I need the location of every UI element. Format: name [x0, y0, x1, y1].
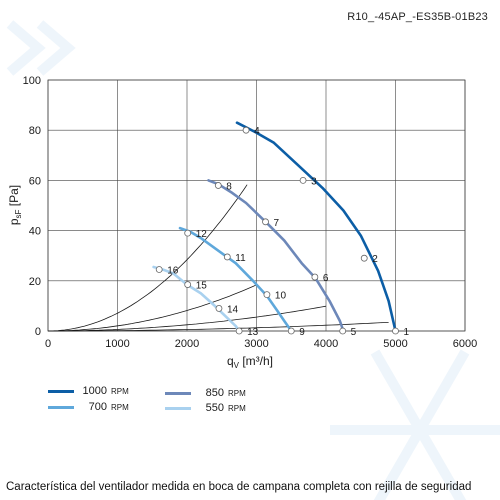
operating-point-marker — [242, 126, 250, 134]
series-line-850-rpm — [207, 179, 345, 333]
operating-point-marker — [214, 182, 222, 189]
legend-value: 550 — [205, 402, 224, 414]
y-tick-label: 40 — [29, 226, 41, 238]
x-tick-label: 2000 — [175, 338, 199, 350]
axis-ticks: 0 1000 2000 3000 4000 5000 6000 0 20 40 60 80 100 — [23, 75, 478, 350]
operating-point-label: 16 — [167, 266, 179, 277]
legend-value: 1000 — [82, 385, 107, 397]
operating-point-marker — [235, 327, 243, 335]
operating-point-marker — [360, 254, 368, 262]
operating-point-label: 1 — [404, 327, 410, 338]
x-tick-label: 4000 — [314, 338, 338, 350]
chart-grid — [47, 79, 466, 332]
decor-snowflake-arm — [370, 349, 425, 433]
fan-curves — [152, 121, 397, 333]
x-tick-label: 1000 — [105, 338, 129, 350]
series-line-1000-rpm — [235, 121, 397, 333]
system-curve — [48, 284, 258, 332]
legend-unit: RPM — [228, 389, 246, 398]
operating-point-label: 2 — [372, 254, 378, 265]
x-tick-label: 0 — [45, 338, 51, 350]
operating-point-marker — [299, 176, 307, 184]
legend-swatch — [48, 406, 74, 409]
y-tick-label: 0 — [35, 326, 41, 338]
operating-point-marker — [311, 273, 319, 281]
legend-value: 700 — [88, 401, 107, 413]
operating-point-marker — [263, 291, 271, 299]
x-axis-label: qV [m³/h] — [227, 354, 273, 370]
series-line-550-rpm — [152, 265, 241, 333]
operating-point-marker — [184, 281, 192, 288]
operating-point-marker — [339, 327, 347, 335]
operating-point-label: 9 — [299, 327, 305, 338]
x-tick-label: 6000 — [453, 338, 477, 350]
decor-chevron — [6, 20, 46, 76]
legend-unit: RPM — [228, 404, 246, 413]
operating-point-marker — [262, 218, 269, 226]
operating-point-marker — [155, 266, 163, 273]
y-tick-label: 20 — [29, 276, 41, 288]
background-decoration — [6, 20, 500, 500]
operating-point-label: 10 — [275, 291, 287, 302]
operating-point-label: 12 — [196, 229, 208, 240]
decor-snowflake-arm — [415, 349, 470, 433]
operating-point-marker — [215, 305, 223, 312]
series-line-700-rpm — [178, 226, 293, 333]
x-tick-label: 3000 — [244, 338, 268, 350]
operating-point-label: 3 — [311, 176, 317, 187]
legend-value: 850 — [205, 387, 224, 399]
x-tick-label: 5000 — [383, 338, 407, 350]
y-tick-label: 80 — [29, 125, 41, 137]
legend-swatch — [48, 390, 74, 393]
operating-point-marker — [287, 327, 295, 335]
operating-point-label: 11 — [235, 253, 246, 264]
operating-point-label: 8 — [226, 181, 232, 192]
operating-point-marker — [223, 253, 231, 261]
y-tick-label: 100 — [23, 75, 41, 87]
decor-chevron — [36, 20, 76, 76]
system-curve — [48, 322, 389, 332]
chart-caption: Característica del ventilador medida en … — [6, 481, 472, 493]
y-tick-label: 60 — [29, 175, 41, 187]
decor-snowflake-arm — [415, 427, 467, 500]
operating-point-label: 5 — [351, 327, 357, 338]
operating-point-label: 13 — [247, 327, 259, 338]
legend-unit: RPM — [111, 387, 129, 396]
operating-point-marker — [184, 229, 192, 237]
operating-point-label: 7 — [274, 218, 280, 229]
legend-unit: RPM — [111, 403, 129, 412]
operating-point-marker — [392, 327, 399, 335]
y-axis-label: psF [Pa] — [7, 185, 23, 225]
axis-labels: psF [Pa] qV [m³/h] — [7, 185, 273, 370]
operating-point-label: 14 — [227, 304, 239, 315]
operating-point-label: 6 — [323, 273, 329, 284]
model-code: R10_-45AP_-ES35B-01B23 — [347, 11, 488, 23]
legend-swatch — [165, 407, 191, 410]
operating-point-label: 4 — [254, 126, 260, 137]
decor-snowflake-arm — [373, 427, 425, 500]
operating-point-label: 15 — [196, 281, 208, 292]
legend-swatch — [165, 392, 191, 395]
system-curve — [48, 184, 248, 332]
